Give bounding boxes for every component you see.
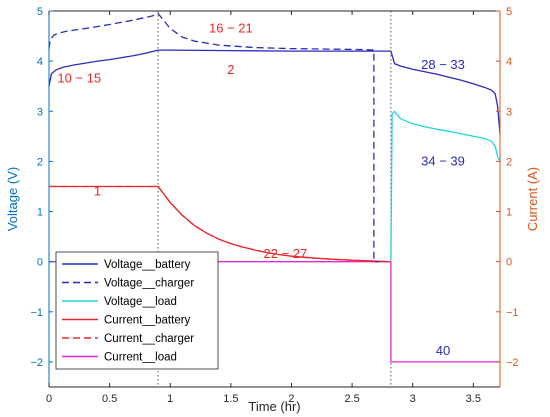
y-right-tick-label: −1 <box>506 307 519 319</box>
series-current-battery <box>49 185 391 263</box>
x-tick-label: 1 <box>167 393 173 405</box>
annotation-label: 40 <box>436 343 450 358</box>
x-axis-title: Time (hr) <box>248 399 300 414</box>
y-right-tick-label: 4 <box>506 56 512 68</box>
legend-entry: Voltage__charger <box>104 278 194 290</box>
annotation-label: 28 − 33 <box>421 57 465 72</box>
y-right-tick-label: −2 <box>506 357 519 369</box>
annotation-label: 16 − 21 <box>209 21 253 36</box>
legend-entry: Current__load <box>104 352 177 364</box>
annotation-label: 22 − 27 <box>264 246 308 261</box>
series-voltage-battery <box>48 49 501 134</box>
series-layer <box>48 12 501 363</box>
legend-entry: Current__charger <box>104 333 194 345</box>
series-voltage-load <box>390 110 501 262</box>
annotation-label: 10 − 15 <box>57 71 101 86</box>
annotation-label: 34 − 39 <box>421 153 465 168</box>
x-tick-label: 1.5 <box>223 393 238 405</box>
y-right-tick-label: 0 <box>506 257 512 269</box>
x-tick-label: 3.5 <box>466 393 481 405</box>
y-right-tick-label: 2 <box>506 156 512 168</box>
y-left-tick-label: 2 <box>37 156 43 168</box>
y-left-tick-label: 4 <box>37 56 43 68</box>
y-axis-title-left: Voltage (V) <box>5 167 20 231</box>
series-current-load <box>49 261 500 363</box>
y-right-tick-label: 5 <box>506 6 512 18</box>
legend-entry: Voltage__load <box>104 296 177 308</box>
x-tick-label: 2.5 <box>344 393 359 405</box>
y-left-tick-label: 3 <box>37 106 43 118</box>
x-tick-label: 3 <box>410 393 416 405</box>
legend-box <box>55 251 219 370</box>
x-tick-label: 0.5 <box>102 393 117 405</box>
x-tick-label: 0 <box>46 393 52 405</box>
legend: Voltage__battery Voltage__charger Voltage_… <box>55 251 219 370</box>
y-left-tick-label: 5 <box>37 6 43 18</box>
series-voltage-charger <box>48 12 379 263</box>
axes: 0 0.5 1 1.5 2 2.5 3 3.5 −2 −2 −1 −1 0 0 1 1 2 2 3 3 4 4 5 5 Time… <box>5 6 540 414</box>
y-right-tick-label: 3 <box>506 106 512 118</box>
y-axis-title-right: Current (A) <box>525 167 540 231</box>
annotations: 10 − 15 16 − 21 2 28 − 33 34 − 39 1 22 − 27 40 <box>57 21 464 358</box>
y-left-tick-label: 0 <box>37 257 43 269</box>
y-left-tick-label: −2 <box>30 357 43 369</box>
y-left-tick-label: 1 <box>37 207 43 219</box>
annotation-label: 2 <box>227 62 234 77</box>
x-tick-label: 2 <box>288 393 294 405</box>
y-right-tick-label: 1 <box>506 207 512 219</box>
y-left-tick-label: −1 <box>30 307 43 319</box>
legend-entry: Current__battery <box>104 315 191 327</box>
legend-entry: Voltage__battery <box>104 259 191 271</box>
annotation-label: 1 <box>94 183 101 198</box>
